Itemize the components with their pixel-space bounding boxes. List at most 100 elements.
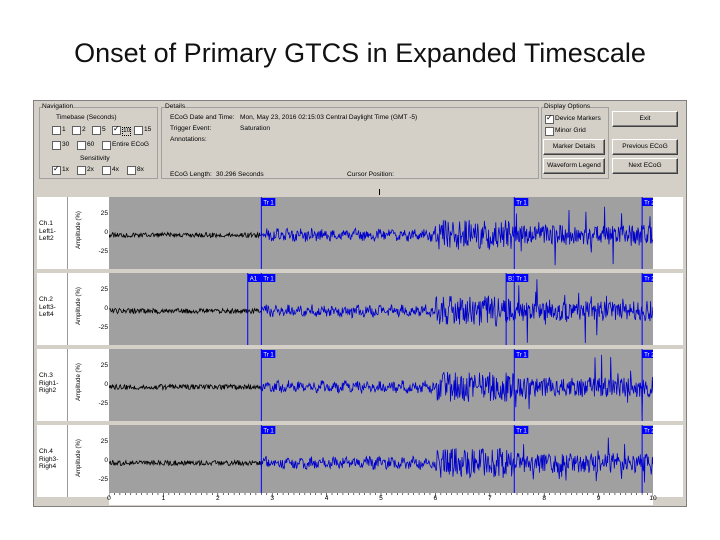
time-tick-label: 10 [649, 495, 657, 502]
trace-plot: A1 Tr 1 B1 Tr 1 Tr 2 [109, 273, 653, 345]
sensitivity-8x-label: 8x [137, 166, 144, 173]
device-marker-label: Tr 1 [263, 201, 274, 207]
timebase-30-checkbox[interactable] [52, 141, 61, 150]
timebase-1-checkbox[interactable] [52, 126, 61, 135]
amplitude-tick-label: 0 [104, 305, 108, 312]
channel-name-line: Righ2 [39, 387, 57, 394]
trace-pre-onset [109, 307, 262, 315]
channel-name: Ch.3 Righ1- Righ2 [39, 372, 58, 395]
display-options-label: Display Options [544, 103, 591, 111]
channel-name-line: Righ1- [39, 379, 59, 387]
annotations-label: Annotations: [170, 136, 207, 143]
device-marker-label: Tr 2 [644, 201, 653, 207]
time-tick-label: 5 [379, 495, 383, 502]
device-markers-label: Device Markers [555, 115, 601, 122]
timebase-60-checkbox[interactable] [77, 141, 86, 150]
channel-name: Ch.2 Left3- Left4 [39, 296, 56, 319]
timebase-5-checkbox[interactable] [92, 126, 101, 135]
device-marker-label: Tr 1 [263, 429, 274, 435]
sensitivity-1x-checkbox[interactable] [52, 164, 61, 175]
exit-button[interactable]: Exit [612, 111, 678, 127]
timebase-2-label: 2 [82, 126, 86, 133]
timebase-10-checkbox[interactable] [112, 124, 121, 135]
device-markers-checkbox[interactable] [545, 113, 554, 124]
sensitivity-2x-checkbox[interactable] [77, 166, 86, 175]
amplitude-axis: Amplitude (%) 25 0 -25 [67, 349, 110, 421]
device-marker-tag [642, 274, 653, 282]
amplitude-tick-label: 0 [104, 457, 108, 464]
amplitude-tick-label: 25 [100, 438, 108, 445]
channel-name-line: Ch.3 [39, 372, 53, 379]
channel-name-line: Ch.1 [39, 220, 53, 227]
channel-name-line: Left1- [39, 227, 56, 235]
amplitude-tick-label: 25 [100, 286, 108, 293]
minor-grid-checkbox[interactable] [545, 127, 554, 136]
ecog-length-label: ECoG Length: [170, 171, 212, 178]
amplitude-axis: Amplitude (%) 25 0 -25 [67, 425, 110, 497]
channel-name: Ch.1 Left1- Left2 [39, 220, 56, 243]
device-marker-label: A1 [250, 277, 258, 283]
device-marker-tag [642, 198, 653, 206]
device-marker-tag [506, 274, 521, 282]
channel-name-line: Ch.2 [39, 296, 53, 303]
amplitude-tick-label: 25 [100, 210, 108, 217]
timebase-60-label: 60 [87, 141, 95, 148]
trigger-value: Saturation [240, 125, 271, 132]
channel-name-line: Left3- [39, 303, 56, 311]
device-marker-tag [261, 198, 276, 206]
trace-post-onset [260, 206, 653, 266]
device-marker-label: B1 [508, 277, 516, 283]
details-label: Details [165, 103, 186, 111]
trace-post-onset [260, 437, 653, 483]
amplitude-tick-label: -25 [98, 324, 108, 331]
previous-ecog-button[interactable]: Previous ECoG [612, 139, 678, 155]
ecog-viewer-window: Navigation Timebase (Seconds) 1 2 5 10 1… [33, 100, 687, 507]
channel-name-line: Righ4 [39, 463, 57, 470]
device-marker-tag [514, 274, 529, 282]
amplitude-tick-label: -25 [98, 476, 108, 483]
amplitude-tick-label: -25 [98, 400, 108, 407]
sensitivity-1x-label: 1x [62, 166, 69, 173]
trace-pre-onset [109, 383, 262, 391]
device-marker-tag [247, 274, 262, 282]
timebase-15-checkbox[interactable] [134, 126, 143, 135]
timebase-10-label: 10 [122, 127, 132, 136]
device-marker-label: Tr 1 [516, 277, 527, 283]
marker-details-button[interactable]: Marker Details [543, 139, 605, 155]
ecog-length-value: 30.296 Seconds [216, 171, 264, 178]
sensitivity-4x-label: 4x [112, 166, 119, 173]
timebase-5-label: 5 [102, 126, 106, 133]
timebase-2-checkbox[interactable] [72, 126, 81, 135]
channel-panel-2: Ch.2 Left3- Left4 Amplitude (%) 25 0 -25 A1 Tr 1… [37, 273, 683, 345]
trace-post-onset [260, 279, 653, 344]
sensitivity-4x-checkbox[interactable] [102, 166, 111, 175]
time-axis: 0 1 2 3 4 5 6 7 8 9 10 [107, 493, 657, 505]
time-tick-label: 3 [270, 495, 275, 502]
time-tick-label: 2 [215, 495, 220, 502]
device-marker-label: Tr 2 [644, 429, 653, 435]
timebase-entire-label: Entire ECoG [112, 141, 150, 148]
device-marker-tag [514, 350, 529, 358]
slide-title: Onset of Primary GTCS in Expanded Timesc… [74, 38, 646, 68]
waveform-legend-button[interactable]: Waveform Legend [543, 158, 605, 174]
navigation-label: Navigation [42, 103, 74, 111]
datetime-value: Mon, May 23, 2016 02:15:03 Central Dayli… [240, 114, 418, 121]
amplitude-axis-label: Amplitude (%) [75, 439, 82, 477]
device-marker-tag [261, 426, 276, 434]
timebase-entire-checkbox[interactable] [102, 141, 111, 150]
amplitude-tick-label: 25 [100, 362, 108, 369]
time-tick-label: 1 [161, 495, 166, 502]
device-marker-tag [261, 350, 276, 358]
device-marker-label: Tr 1 [516, 429, 527, 435]
trace-plot: Tr 1 Tr 1 Tr 2 [109, 425, 653, 497]
amplitude-axis: Amplitude (%) 25 0 -25 [67, 273, 110, 345]
sensitivity-8x-checkbox[interactable] [127, 166, 136, 175]
details-group [161, 107, 539, 179]
trace-post-onset [260, 354, 653, 416]
channel-name-line: Righ3- [39, 455, 59, 463]
cursor-position-label: Cursor Position: [347, 171, 394, 178]
sensitivity-2x-label: 2x [87, 166, 94, 173]
timebase-label: Timebase (Seconds) [56, 114, 117, 121]
next-ecog-button[interactable]: Next ECoG [612, 158, 678, 174]
time-tick-label: 4 [324, 495, 329, 502]
